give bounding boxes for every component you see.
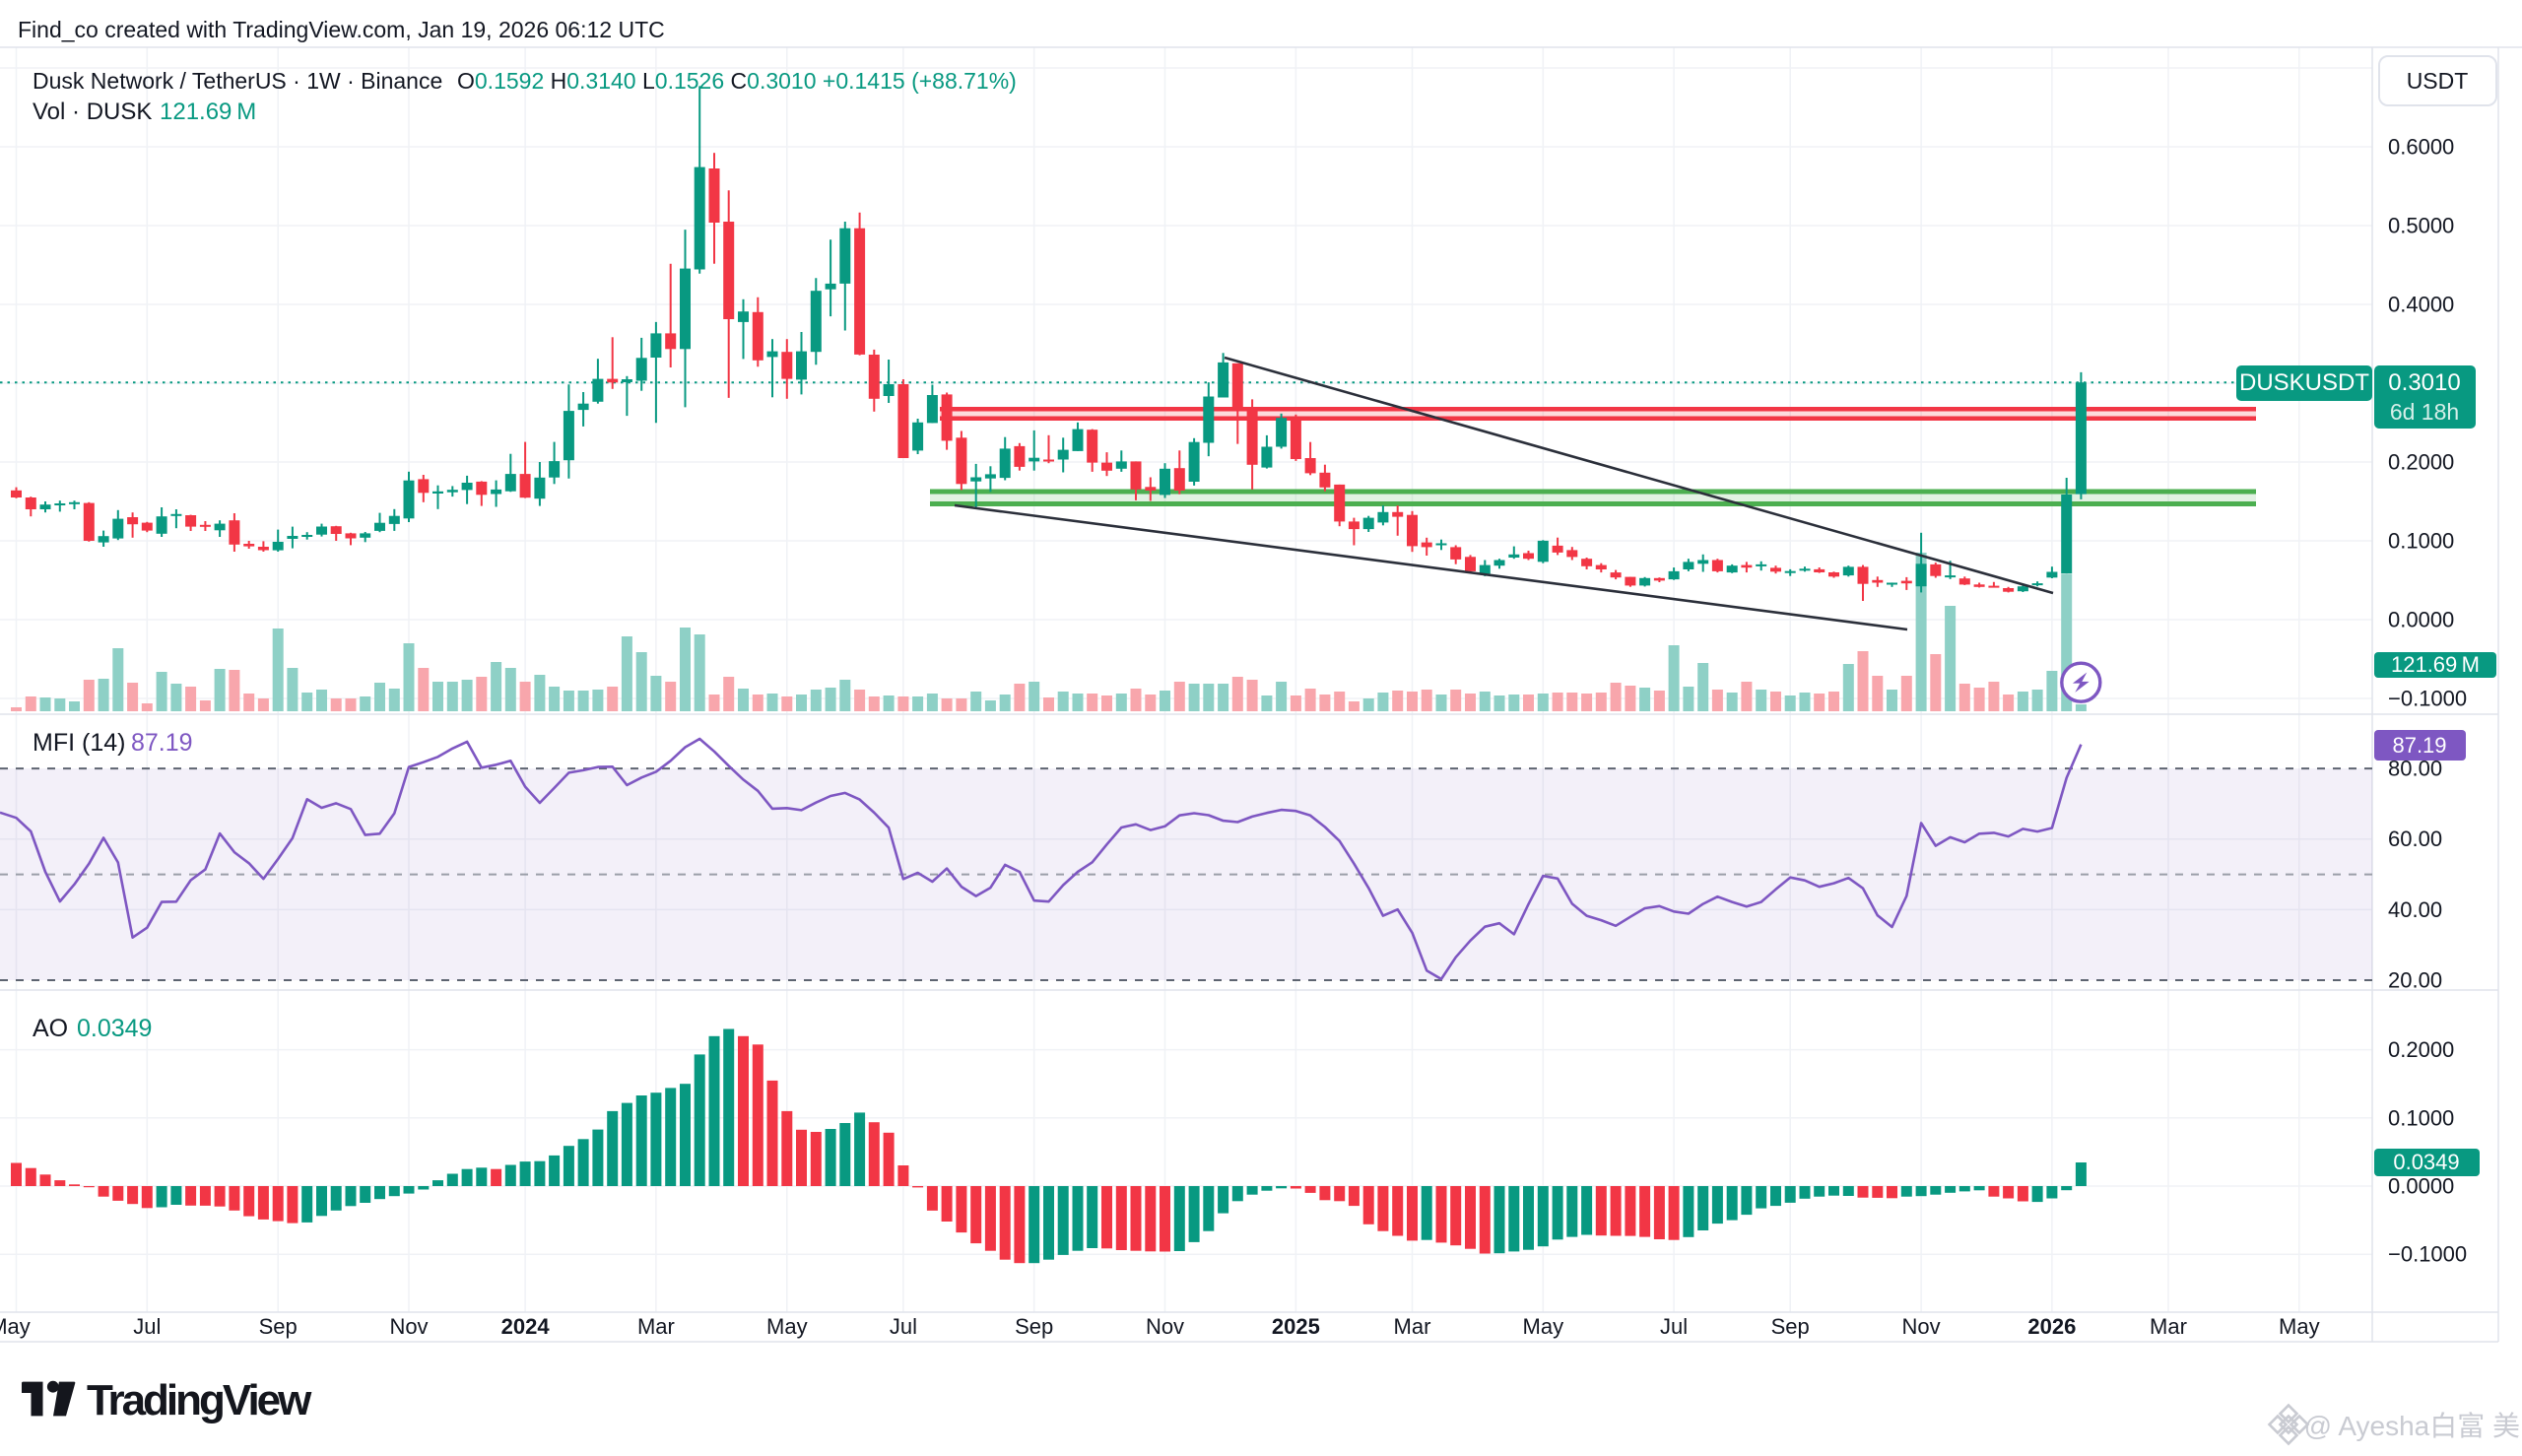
svg-text:Jul: Jul: [890, 1314, 917, 1339]
svg-text:Mar: Mar: [1394, 1314, 1431, 1339]
svg-text:May: May: [1523, 1314, 1564, 1339]
svg-text:0.0349: 0.0349: [2393, 1150, 2459, 1174]
svg-text:0.0349: 0.0349: [77, 1015, 152, 1042]
svg-text:0.2000: 0.2000: [2388, 1037, 2454, 1062]
svg-text:Find_co created with TradingVi: Find_co created with TradingView.com, Ja…: [18, 17, 665, 42]
svg-text:Jul: Jul: [1660, 1314, 1688, 1339]
svg-text:AO: AO: [33, 1015, 68, 1042]
svg-text:Nov: Nov: [1146, 1314, 1184, 1339]
svg-text:121.69 M: 121.69 M: [2391, 652, 2480, 677]
svg-text:Mar: Mar: [637, 1314, 675, 1339]
svg-text:0.1000: 0.1000: [2388, 1105, 2454, 1130]
svg-text:Nov: Nov: [1902, 1314, 1941, 1339]
svg-text:Nov: Nov: [389, 1314, 428, 1339]
svg-text:May: May: [766, 1314, 808, 1339]
svg-text:0.0000: 0.0000: [2388, 1174, 2454, 1199]
svg-text:6d 18h: 6d 18h: [2390, 399, 2459, 425]
svg-text:−0.1000: −0.1000: [2388, 687, 2467, 711]
svg-text:87.19: 87.19: [131, 729, 193, 757]
svg-text:May: May: [2279, 1314, 2320, 1339]
svg-text:2026: 2026: [2027, 1314, 2076, 1339]
svg-text:0.0000: 0.0000: [2388, 608, 2454, 632]
svg-text:0.4000: 0.4000: [2388, 293, 2454, 317]
svg-text:Mar: Mar: [2150, 1314, 2187, 1339]
svg-text:USDT: USDT: [2407, 68, 2469, 94]
svg-text:TradingView: TradingView: [87, 1376, 312, 1424]
svg-text:@ Ayesha白富 美: @ Ayesha白富 美: [2304, 1411, 2520, 1441]
svg-text:2025: 2025: [1272, 1314, 1320, 1339]
svg-text:Sep: Sep: [1015, 1314, 1053, 1339]
svg-text:0.6000: 0.6000: [2388, 135, 2454, 160]
svg-text:Sep: Sep: [1771, 1314, 1810, 1339]
svg-text:Vol · DUSK: Vol · DUSK: [33, 99, 152, 125]
svg-text:DUSKUSDT: DUSKUSDT: [2239, 369, 2369, 396]
svg-text:Sep: Sep: [259, 1314, 298, 1339]
svg-text:0.5000: 0.5000: [2388, 214, 2454, 238]
svg-text:87.19: 87.19: [2392, 733, 2446, 758]
svg-text:Dusk Network / TetherUS · 1W ·: Dusk Network / TetherUS · 1W · Binance: [33, 68, 442, 94]
svg-text:0.3010: 0.3010: [2388, 369, 2460, 396]
svg-text:121.69 M: 121.69 M: [160, 99, 256, 125]
svg-text:20.00: 20.00: [2388, 968, 2442, 993]
svg-text:MFI (14): MFI (14): [33, 729, 125, 757]
svg-text:40.00: 40.00: [2388, 897, 2442, 922]
svg-text:0.2000: 0.2000: [2388, 450, 2454, 475]
svg-text:0.1000: 0.1000: [2388, 529, 2454, 554]
svg-text:May: May: [0, 1314, 31, 1339]
svg-text:−0.1000: −0.1000: [2388, 1242, 2467, 1267]
svg-text:O0.1592 H0.3140 L0.1526 C0.: O0.1592 H0.3140 L0.1526 C0.3010 +0.1415 …: [457, 68, 1017, 94]
svg-text:Jul: Jul: [133, 1314, 161, 1339]
svg-text:60.00: 60.00: [2388, 827, 2442, 851]
svg-text:2024: 2024: [501, 1314, 551, 1339]
